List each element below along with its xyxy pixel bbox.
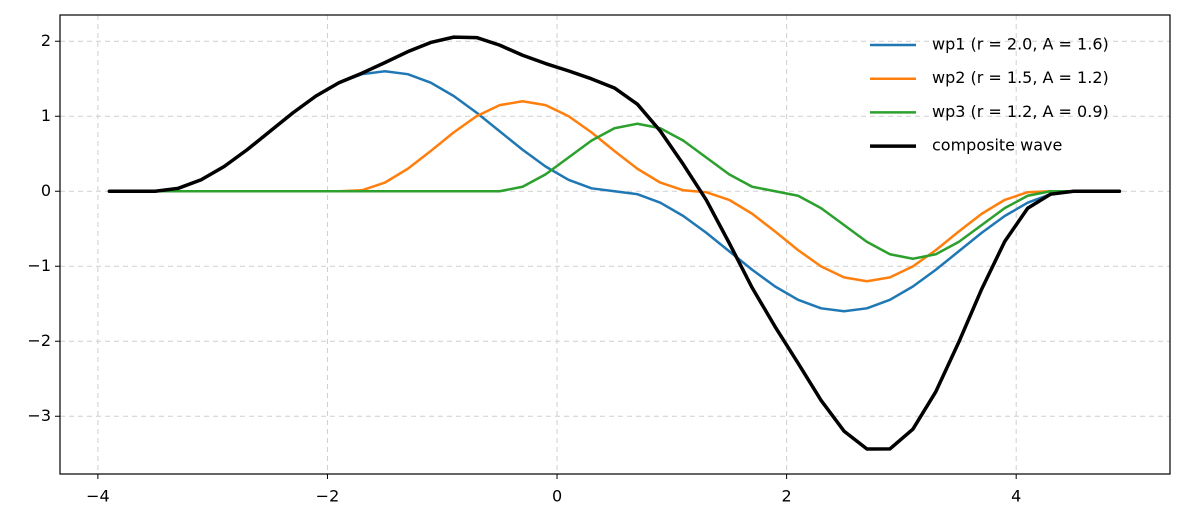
y-tick-label: −1 <box>27 256 51 275</box>
y-tick-label: −2 <box>27 331 51 350</box>
x-tick-label: −2 <box>316 487 340 506</box>
x-tick-label: 2 <box>782 487 792 506</box>
legend-label: composite wave <box>932 136 1062 155</box>
y-tick-label: 0 <box>41 181 51 200</box>
y-tick-label: 2 <box>41 31 51 50</box>
y-tick-label: −3 <box>27 406 51 425</box>
legend-label: wp1 (r = 2.0, A = 1.6) <box>932 35 1109 54</box>
x-tick-label: 0 <box>552 487 562 506</box>
legend-label: wp2 (r = 1.5, A = 1.2) <box>932 68 1109 87</box>
plot-frame <box>59 14 1171 475</box>
x-tick-label: −4 <box>86 487 110 506</box>
x-tick-label: 4 <box>1011 487 1021 506</box>
series-line <box>108 122 1121 260</box>
legend-label: wp3 (r = 1.2, A = 0.9) <box>932 102 1109 121</box>
series-line <box>107 35 1122 451</box>
y-tick-label: 1 <box>41 106 51 125</box>
